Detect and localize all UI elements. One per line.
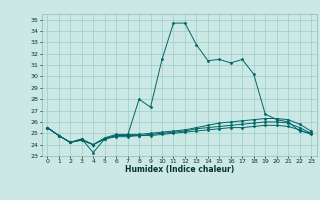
X-axis label: Humidex (Indice chaleur): Humidex (Indice chaleur) [124, 165, 234, 174]
